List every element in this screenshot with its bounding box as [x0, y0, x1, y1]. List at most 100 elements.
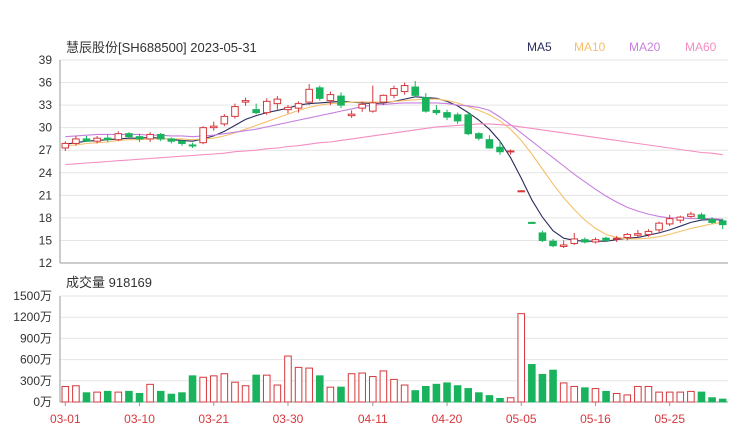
volume-bar: [411, 390, 419, 403]
candle-body: [591, 239, 600, 243]
candle: [103, 134, 112, 142]
candle: [718, 218, 727, 230]
volume-bar: [273, 384, 282, 403]
legend-ma20: MA20: [629, 40, 661, 54]
volume-bar: [369, 376, 377, 403]
candle: [517, 190, 526, 193]
volume-bar: [156, 390, 165, 403]
candle: [337, 92, 345, 109]
volume-tick-label: 1200万: [13, 310, 52, 324]
candle: [634, 229, 642, 238]
candle: [570, 232, 579, 245]
candle-body: [294, 103, 303, 109]
date-tick-label: 03-01: [50, 412, 81, 426]
candle: [167, 137, 176, 144]
volume-bar: [294, 366, 303, 403]
candle-body: [718, 220, 727, 226]
candle-body: [634, 233, 642, 236]
candle: [135, 133, 144, 142]
volume-bar: [602, 390, 610, 403]
candle: [602, 236, 610, 242]
candle: [464, 112, 473, 136]
volume-bar: [570, 385, 579, 403]
volume-bar: [167, 393, 176, 403]
candle-body: [305, 88, 313, 103]
date-tick-label: 03-30: [273, 412, 304, 426]
price-tick-label: 12: [39, 256, 53, 270]
candle-body: [241, 100, 250, 103]
volume-bar: [538, 373, 547, 403]
volume-bar: [315, 375, 324, 403]
candle-body: [708, 218, 716, 223]
candle: [422, 93, 430, 113]
volume-label: 成交量: [66, 275, 105, 290]
candle-body: [581, 239, 589, 243]
candle-body: [135, 136, 144, 140]
candle: [644, 229, 653, 237]
volume-bar: [581, 387, 589, 403]
candle: [400, 82, 409, 95]
volume-bar: [220, 373, 229, 403]
candle: [559, 240, 568, 248]
candle-body: [199, 127, 207, 144]
volume-value: 918169: [109, 275, 152, 290]
volume-bar: [262, 374, 271, 403]
candle: [453, 112, 462, 124]
volume-bar: [475, 392, 483, 403]
price-tick-label: 24: [39, 166, 53, 180]
candle-body: [284, 106, 292, 111]
candle: [61, 141, 70, 151]
candle-body: [93, 137, 101, 142]
candle: [231, 103, 239, 119]
price-grid: [59, 59, 728, 264]
volume-bar: [199, 376, 207, 403]
volume-bar: [178, 392, 186, 403]
candle-body: [464, 114, 473, 135]
volume-bar: [125, 390, 133, 403]
candle: [581, 237, 589, 244]
volume-tick-label: 1500万: [13, 289, 52, 303]
candle-body: [485, 139, 494, 149]
candle: [475, 132, 483, 141]
volume-bar: [644, 385, 653, 403]
candle-body: [379, 94, 388, 103]
candle-body: [252, 109, 260, 114]
price-tick-label: 15: [39, 233, 53, 247]
candle: [411, 81, 419, 98]
candle: [82, 135, 91, 142]
candle-body: [687, 213, 695, 217]
volume-bar: [506, 397, 515, 403]
volume-bar: [718, 398, 727, 403]
volume-bar: [517, 313, 526, 403]
candle-body: [82, 138, 91, 142]
candle: [665, 214, 674, 227]
candle: [687, 211, 695, 218]
candle-body: [623, 233, 632, 238]
candle: [93, 135, 101, 144]
candle-body: [125, 133, 133, 138]
price-tick-label: 39: [39, 53, 53, 67]
candle: [485, 135, 494, 149]
candle: [676, 215, 685, 224]
date-tick-label: 03-21: [198, 412, 229, 426]
volume-bar: [623, 394, 632, 403]
volume-bar: [528, 364, 536, 403]
candle-body: [602, 237, 610, 241]
candle-body: [496, 146, 504, 153]
volume-bar: [252, 374, 260, 403]
candle-body: [570, 238, 579, 244]
legend-ma60: MA60: [685, 40, 717, 54]
candle: [506, 149, 515, 155]
volume-bar: [93, 391, 101, 403]
candle-body: [549, 240, 557, 247]
candle: [347, 110, 356, 118]
candle: [538, 230, 547, 242]
volume-bar: [549, 369, 557, 403]
candle-body: [156, 133, 165, 140]
candle-body: [273, 98, 282, 105]
price-tick-label: 21: [39, 188, 53, 202]
candle-body: [178, 140, 186, 144]
volume-bar: [337, 386, 345, 403]
volume-label-group: 成交量 918169: [66, 275, 152, 290]
